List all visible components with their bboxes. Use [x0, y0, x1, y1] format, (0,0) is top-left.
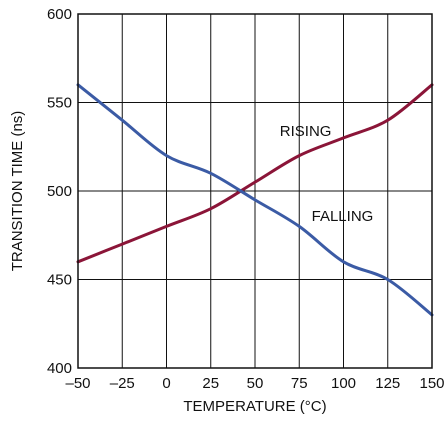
grid: [77, 13, 433, 369]
series-lines: [76, 83, 434, 317]
y-tick-label: 450: [47, 272, 72, 289]
x-tick-label: 0: [162, 375, 170, 392]
y-tick-label: 500: [47, 183, 72, 200]
falling-label: FALLING: [312, 208, 374, 225]
x-tick-label: 125: [375, 375, 400, 392]
x-tick-label: –50: [65, 375, 90, 392]
y-tick-label: 550: [47, 95, 72, 112]
x-axis-title: TEMPERATURE (°C): [183, 398, 326, 415]
x-tick-label: 150: [419, 375, 444, 392]
x-tick-label: 75: [291, 375, 308, 392]
y-tick-label: 400: [47, 360, 72, 377]
x-tick-labels: –50 –25 0 25 50 75 100 125 150: [65, 375, 444, 392]
y-axis-title: TRANSITION TIME (ns): [9, 111, 26, 272]
x-tick-label: 25: [202, 375, 219, 392]
y-tick-labels: 400 450 500 550 600: [47, 6, 72, 377]
x-tick-label: 50: [247, 375, 264, 392]
series-line-rising: [76, 83, 434, 264]
x-tick-label: 100: [331, 375, 356, 392]
rising-label: RISING: [280, 123, 332, 140]
series-line-falling: [76, 83, 434, 317]
plot-frame: [77, 13, 433, 369]
y-tick-label: 600: [47, 6, 72, 23]
x-tick-label: –25: [110, 375, 135, 392]
